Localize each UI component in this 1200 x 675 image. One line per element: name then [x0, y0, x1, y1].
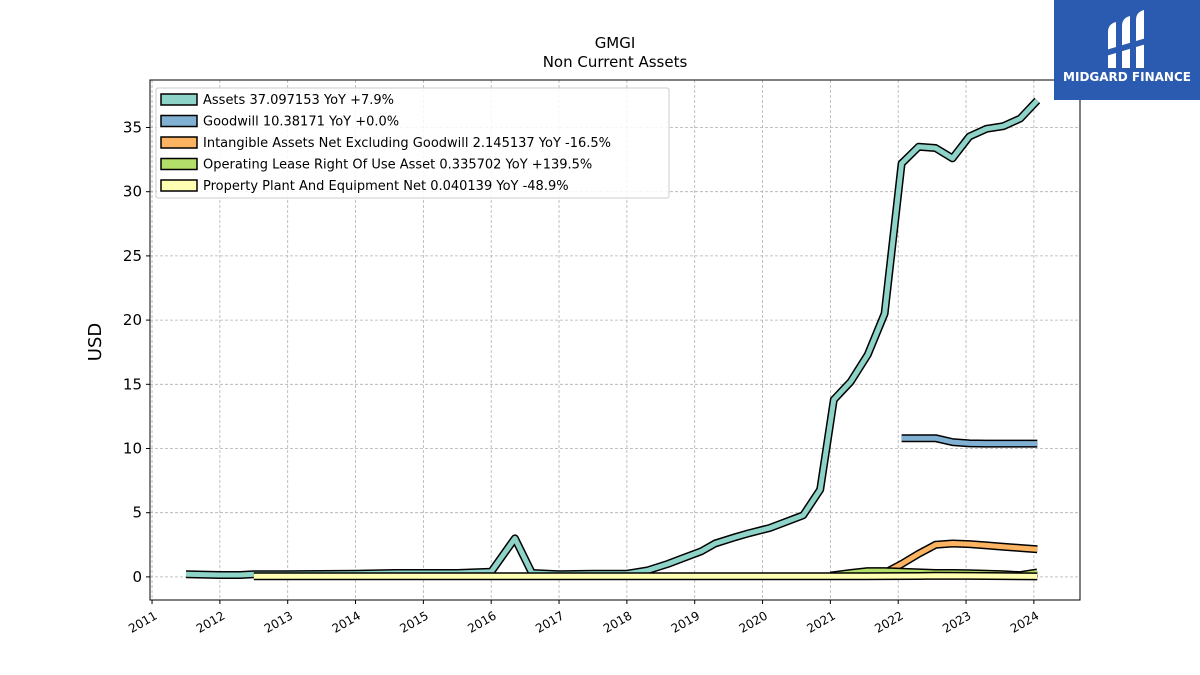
x-tick-label: 2021	[804, 608, 837, 635]
x-tick-label: 2015	[397, 608, 430, 635]
logo-icon	[1106, 10, 1146, 68]
x-tick-label: 2022	[872, 608, 905, 635]
x-tick-label: 2012	[194, 608, 227, 635]
y-tick-label: 0	[132, 568, 142, 586]
legend-label-4: Operating Lease Right Of Use Asset 0.335…	[203, 158, 592, 173]
series-line-2	[901, 435, 1038, 447]
plot-frame	[149, 79, 1081, 601]
y-tick-label: 15	[123, 375, 142, 393]
legend-swatch-4	[160, 157, 198, 171]
x-tick-label: 2016	[465, 608, 498, 635]
legend-label-2: Goodwill 10.38171 YoY +0.0%	[203, 115, 399, 130]
y-tick-label: 5	[132, 504, 142, 522]
x-tick-label: 2020	[737, 608, 770, 635]
legend-swatch-1	[160, 93, 198, 106]
x-tick-label: 2019	[669, 608, 702, 635]
y-tick-label: 25	[123, 247, 142, 265]
legend-swatch-2	[160, 114, 198, 128]
logo-text: MIDGARD FINANCE	[1063, 70, 1191, 84]
legend-swatch-3	[160, 136, 198, 149]
legend-swatch-5	[160, 179, 198, 192]
y-tick-label: 30	[123, 183, 142, 201]
legend-box	[155, 87, 670, 199]
y-tick-label: 20	[123, 311, 142, 329]
chart-subtitle: Non Current Assets	[543, 53, 688, 71]
series-line-5	[253, 573, 1038, 579]
series-lines	[185, 97, 1041, 581]
legend-label-3: Intangible Assets Net Excluding Goodwill…	[203, 136, 611, 151]
x-axis: 2011 2012 2013 2014 2015 2016 2017 2018 2019 2020…	[126, 600, 1041, 636]
x-tick-label: 2018	[601, 608, 634, 635]
x-tick-label: 2017	[533, 608, 566, 635]
x-tick-label: 2023	[940, 608, 973, 635]
legend-label-1: Assets 37.097153 YoY +7.9%	[203, 93, 394, 108]
x-tick-label: 2011	[126, 608, 159, 635]
series-line-3	[883, 541, 1038, 576]
chart-title: GMGI	[595, 34, 636, 52]
x-tick-label: 2013	[262, 608, 295, 635]
y-tick-label: 35	[123, 119, 142, 137]
legend-label-5: Property Plant And Equipment Net 0.04013…	[203, 179, 569, 194]
y-tick-label: 10	[123, 439, 142, 457]
x-tick-label: 2014	[330, 608, 363, 635]
y-axis: 0 5 10 15 20 25 30 35	[123, 119, 150, 586]
brand-logo: MIDGARD FINANCE	[1054, 0, 1200, 100]
x-tick-label: 2024	[1008, 608, 1041, 635]
legend: Assets 37.097153 YoY +7.9% Goodwill 10.38…	[155, 87, 670, 199]
y-axis-label: USD	[85, 323, 106, 361]
